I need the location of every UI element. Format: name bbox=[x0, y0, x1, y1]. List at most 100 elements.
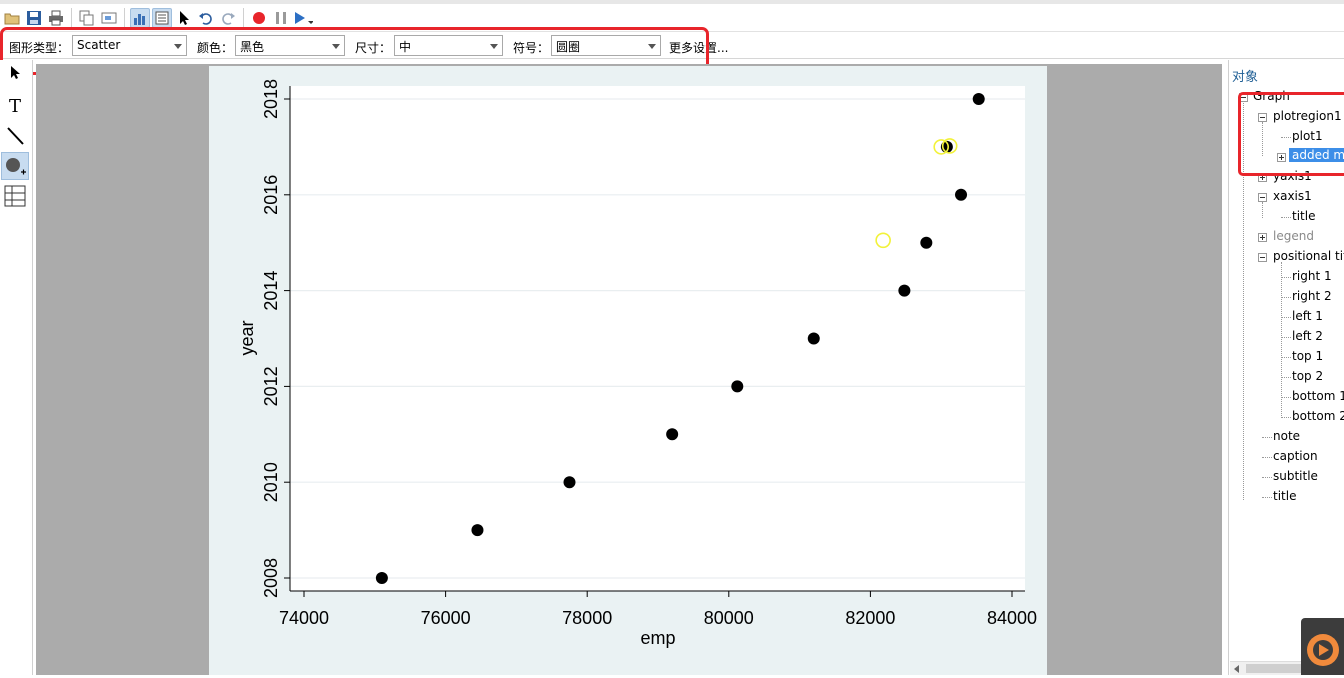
tree-node-top-2[interactable]: top 2 bbox=[1292, 369, 1324, 383]
tree-node-caption[interactable]: caption bbox=[1273, 449, 1318, 463]
tree-guide bbox=[1281, 317, 1291, 318]
rename-icon[interactable] bbox=[99, 8, 119, 28]
expand-toggle-icon[interactable] bbox=[1277, 153, 1286, 162]
tree-node-yaxis1[interactable]: yaxis1 bbox=[1273, 169, 1312, 183]
toolbar-separator bbox=[243, 7, 244, 28]
tree-node-positional-titles[interactable]: positional tit bbox=[1273, 249, 1344, 263]
y-tick-label: 2008 bbox=[261, 558, 281, 598]
x-tick-label: 76000 bbox=[421, 608, 471, 628]
graph-editor-icon[interactable] bbox=[130, 7, 150, 28]
tree-node-xaxis-title[interactable]: title bbox=[1292, 209, 1316, 223]
symbol-label: 符号： bbox=[513, 41, 550, 55]
object-browser-icon[interactable] bbox=[152, 7, 172, 28]
symbol-select-value: 圆圈 bbox=[556, 40, 581, 54]
save-icon[interactable] bbox=[24, 8, 44, 28]
pointer-icon[interactable] bbox=[174, 8, 194, 28]
pause-icon[interactable] bbox=[271, 8, 291, 28]
object-browser-panel: 对象 Graph plotregion1 plot1 added m yaxis… bbox=[1228, 60, 1344, 675]
tree-node-right-1[interactable]: right 1 bbox=[1292, 269, 1332, 283]
marker-tool-icon[interactable] bbox=[1, 152, 29, 180]
tree-guide bbox=[1262, 437, 1272, 438]
more-settings-button[interactable]: 更多设置... bbox=[669, 41, 729, 55]
color-select[interactable]: 黑色 bbox=[235, 35, 345, 56]
tree-guide bbox=[1262, 202, 1263, 218]
plot-region[interactable] bbox=[290, 86, 1025, 591]
collapse-toggle-icon[interactable] bbox=[1258, 253, 1267, 262]
tree-node-bottom-2[interactable]: bottom 2 bbox=[1292, 409, 1344, 423]
x-tick-label: 80000 bbox=[704, 608, 754, 628]
scatter-point[interactable] bbox=[563, 476, 576, 489]
tree-node-subtitle[interactable]: subtitle bbox=[1273, 469, 1318, 483]
tree-node-legend[interactable]: legend bbox=[1273, 229, 1314, 243]
tree-node-left-2[interactable]: left 2 bbox=[1292, 329, 1323, 343]
select-tool-icon[interactable] bbox=[1, 62, 29, 84]
tree-node-left-1[interactable]: left 1 bbox=[1292, 309, 1323, 323]
scatter-point[interactable] bbox=[955, 188, 968, 201]
type-select[interactable]: Scatter bbox=[72, 35, 187, 56]
x-tick-label: 84000 bbox=[987, 608, 1037, 628]
text-tool-icon[interactable]: T bbox=[8, 95, 21, 117]
color-label: 颜色： bbox=[197, 41, 234, 55]
color-select-value: 黑色 bbox=[240, 40, 265, 54]
title-strip bbox=[0, 0, 1344, 4]
added-marker[interactable] bbox=[933, 139, 950, 155]
collapse-toggle-icon[interactable] bbox=[1258, 113, 1267, 122]
scatter-point[interactable] bbox=[807, 332, 820, 345]
tree-node-bottom-1[interactable]: bottom 1 bbox=[1292, 389, 1344, 403]
tree-guide bbox=[1281, 397, 1291, 398]
record-icon[interactable] bbox=[249, 8, 269, 28]
scatter-point[interactable] bbox=[666, 428, 679, 441]
size-select-value: 中 bbox=[399, 40, 412, 54]
scatter-point[interactable] bbox=[920, 236, 933, 249]
tree-guide bbox=[1243, 100, 1244, 500]
added-marker[interactable] bbox=[941, 138, 958, 154]
toolbar-separator bbox=[124, 7, 125, 28]
added-marker[interactable] bbox=[875, 232, 891, 249]
grid-tool-icon[interactable] bbox=[1, 182, 29, 210]
size-select[interactable]: 中 bbox=[394, 35, 503, 56]
x-tick-label: 82000 bbox=[845, 608, 895, 628]
tree-node-right-2[interactable]: right 2 bbox=[1292, 289, 1332, 303]
redo-icon[interactable] bbox=[218, 8, 238, 28]
x-axis-label[interactable]: emp bbox=[640, 628, 675, 648]
tree-node-title[interactable]: title bbox=[1273, 489, 1297, 503]
scatter-point[interactable] bbox=[972, 93, 985, 105]
tree-node-plotregion1[interactable]: plotregion1 bbox=[1273, 109, 1342, 123]
recorder-badge[interactable] bbox=[1301, 618, 1344, 675]
graph-region[interactable]: 2008 2010 2012 2014 2016 2018 74000 76000 78000 8… bbox=[209, 66, 1047, 675]
tree-node-plot1[interactable]: plot1 bbox=[1292, 129, 1323, 143]
open-icon[interactable] bbox=[2, 8, 22, 28]
collapse-toggle-icon[interactable] bbox=[1239, 93, 1248, 102]
scatter-point[interactable] bbox=[898, 284, 911, 297]
scatter-point[interactable] bbox=[471, 524, 484, 537]
y-tick-label: 2012 bbox=[261, 366, 281, 406]
recorder-logo-icon bbox=[1307, 634, 1339, 666]
scrollbar-thumb[interactable] bbox=[1246, 664, 1344, 673]
type-select-value: Scatter bbox=[77, 38, 121, 52]
tree-node-top-1[interactable]: top 1 bbox=[1292, 349, 1324, 363]
symbol-select[interactable]: 圆圈 bbox=[551, 35, 661, 56]
y-axis-label[interactable]: year bbox=[237, 320, 257, 355]
tree-node-xaxis1[interactable]: xaxis1 bbox=[1273, 189, 1312, 203]
y-tick-label: 2018 bbox=[261, 79, 281, 119]
line-tool-icon[interactable] bbox=[1, 122, 29, 150]
scroll-left-icon[interactable] bbox=[1234, 665, 1239, 673]
scatter-point[interactable] bbox=[731, 380, 744, 393]
scatter-point[interactable] bbox=[375, 572, 388, 584]
tree-node-graph[interactable]: Graph bbox=[1253, 89, 1290, 103]
y-tick-label: 2016 bbox=[261, 175, 281, 215]
chevron-down-icon bbox=[174, 44, 182, 49]
collapse-toggle-icon[interactable] bbox=[1258, 193, 1267, 202]
tree-node-note[interactable]: note bbox=[1273, 429, 1301, 443]
expand-toggle-icon[interactable] bbox=[1258, 173, 1267, 182]
tree-node-added-marker[interactable]: added m bbox=[1289, 148, 1344, 162]
tree-guide bbox=[1281, 217, 1291, 218]
expand-toggle-icon[interactable] bbox=[1258, 233, 1267, 242]
x-tick-label: 74000 bbox=[279, 608, 329, 628]
copy-icon[interactable] bbox=[77, 8, 97, 28]
y-tick-label: 2010 bbox=[261, 462, 281, 502]
play-icon[interactable] bbox=[293, 8, 313, 28]
undo-icon[interactable] bbox=[196, 8, 216, 28]
toolbar-separator bbox=[71, 7, 72, 28]
print-icon[interactable] bbox=[46, 8, 66, 28]
